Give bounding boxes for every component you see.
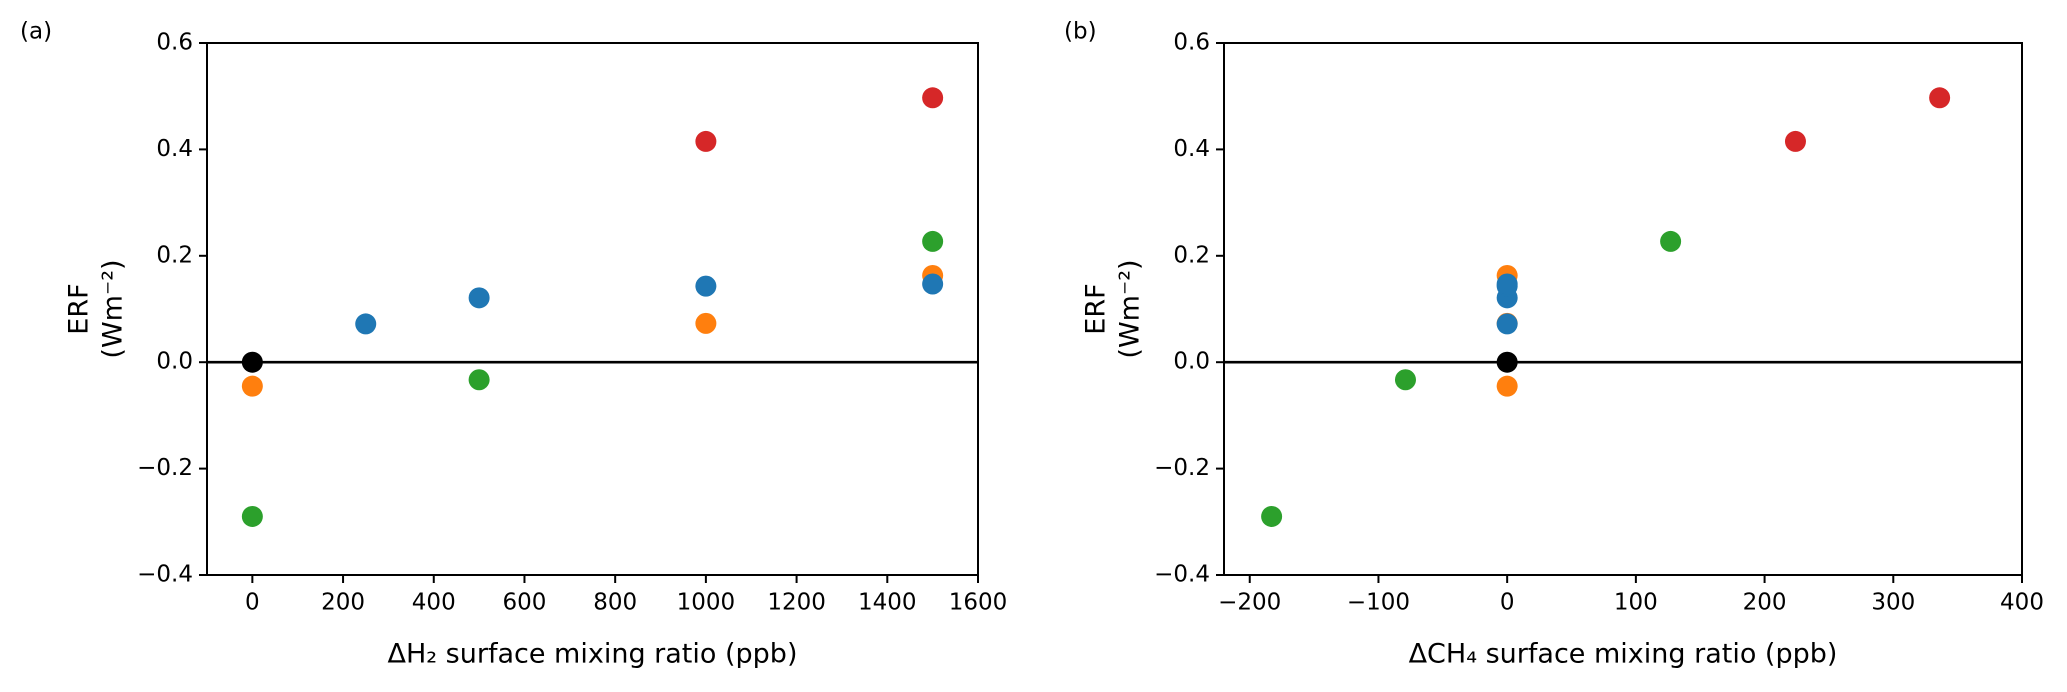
point (1496, 351, 1518, 373)
y-axis-label: (Wm⁻²) (1115, 259, 1146, 358)
x-tick-label: 400 (412, 590, 456, 616)
point (1496, 375, 1518, 397)
y-tick-label: 0.6 (1173, 30, 1210, 56)
y-axis-label: ERF (64, 283, 95, 334)
point (241, 375, 263, 397)
point (355, 313, 377, 335)
plot-frame (1223, 42, 2023, 576)
x-tick-label: −100 (1347, 590, 1410, 616)
x-tick-label: 200 (1743, 590, 1787, 616)
point (1261, 505, 1283, 527)
point (241, 351, 263, 373)
plot-frame (206, 42, 979, 576)
point (241, 505, 263, 527)
x-tick-label: 800 (593, 590, 637, 616)
point (695, 312, 717, 334)
x-tick-label: −200 (1218, 590, 1281, 616)
point (1394, 369, 1416, 391)
point (1929, 87, 1951, 109)
point (922, 273, 944, 295)
y-tick-label: −0.2 (137, 455, 193, 481)
y-tick-label: −0.4 (1154, 562, 1210, 588)
y-tick-label: 0.4 (156, 136, 193, 162)
point (922, 87, 944, 109)
point (1496, 273, 1518, 295)
x-tick-label: 1200 (767, 590, 826, 616)
y-tick-label: 0.6 (156, 30, 193, 56)
panel-label: (a) (20, 19, 52, 45)
y-axis-label: (Wm⁻²) (98, 259, 129, 358)
point (468, 369, 490, 391)
x-tick-label: 0 (1500, 590, 1515, 616)
y-tick-label: 0.0 (156, 349, 193, 375)
y-tick-label: −0.2 (1154, 455, 1210, 481)
x-tick-label: 1400 (858, 590, 917, 616)
point (1660, 230, 1682, 252)
x-tick-label: 100 (1614, 590, 1658, 616)
point (1496, 313, 1518, 335)
y-tick-label: −0.4 (137, 562, 193, 588)
x-tick-label: 400 (2000, 590, 2044, 616)
x-tick-label: 0 (245, 590, 260, 616)
x-tick-label: 1000 (677, 590, 736, 616)
x-tick-label: 1600 (949, 590, 1008, 616)
x-tick-label: 600 (503, 590, 547, 616)
point (1784, 130, 1806, 152)
point (695, 130, 717, 152)
panel-label: (b) (1064, 19, 1097, 45)
y-axis-label: ERF (1081, 283, 1112, 334)
x-tick-label: 300 (1871, 590, 1915, 616)
x-axis-label: ΔCH₄ surface mixing ratio (ppb) (1409, 639, 1838, 670)
point (695, 275, 717, 297)
y-tick-label: 0.2 (156, 242, 193, 268)
x-axis-label: ΔH₂ surface mixing ratio (ppb) (388, 639, 798, 670)
point (468, 287, 490, 309)
y-tick-label: 0.2 (1173, 242, 1210, 268)
y-tick-label: 0.0 (1173, 349, 1210, 375)
point (922, 230, 944, 252)
x-tick-label: 200 (321, 590, 365, 616)
y-tick-label: 0.4 (1173, 136, 1210, 162)
